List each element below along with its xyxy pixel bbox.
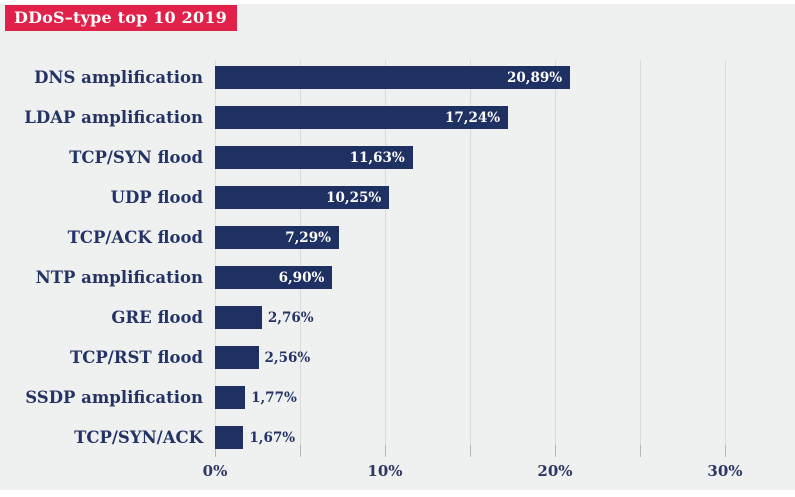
x-axis-label: 10% bbox=[367, 462, 403, 480]
value-label: 2,56% bbox=[264, 350, 311, 367]
gridline bbox=[214, 60, 216, 445]
value-label: 1,77% bbox=[251, 390, 297, 407]
x-axis-tick bbox=[724, 445, 726, 457]
gridline bbox=[554, 60, 556, 445]
value-label: 20,89% bbox=[507, 69, 563, 86]
x-axis-label: 0% bbox=[202, 462, 228, 480]
value-label: 10,25% bbox=[326, 189, 382, 206]
category-label: TCP/SYN flood bbox=[69, 147, 203, 167]
category-label: TCP/RST flood bbox=[69, 348, 203, 368]
gridline bbox=[299, 60, 301, 445]
bar-dns-amplification bbox=[215, 65, 571, 89]
bar-ntp-amplification bbox=[215, 266, 333, 289]
bar-ldap-amplification bbox=[215, 105, 509, 129]
bar-tcp-syn-flood bbox=[215, 145, 413, 169]
value-label: 11,63% bbox=[349, 149, 405, 166]
x-axis-tick bbox=[384, 445, 386, 457]
gridline bbox=[724, 60, 726, 445]
x-axis-tick bbox=[299, 445, 301, 457]
chart-title: DDoS–type top 10 2019 bbox=[14, 8, 227, 27]
category-label: SSDP amplification bbox=[25, 388, 203, 408]
category-label: UDP flood bbox=[110, 187, 203, 207]
x-axis-tick bbox=[554, 445, 556, 457]
value-label: 1,67% bbox=[249, 430, 296, 447]
bar-udp-flood bbox=[215, 185, 390, 209]
category-label: LDAP amplification bbox=[24, 107, 203, 127]
value-label: 7,29% bbox=[285, 229, 331, 246]
value-label: 17,24% bbox=[444, 109, 501, 126]
bar-gre-flood bbox=[215, 306, 262, 330]
bar-tcp-syn-ack bbox=[215, 426, 244, 450]
gridline bbox=[639, 60, 641, 445]
category-label: TCP/SYN/ACK bbox=[74, 428, 203, 448]
value-label: 2,76% bbox=[267, 310, 314, 327]
category-label: DNS amplification bbox=[34, 67, 203, 87]
x-axis-tick bbox=[639, 445, 641, 457]
gridline bbox=[384, 60, 386, 445]
chart-title-badge: DDoS–type top 10 2019 bbox=[5, 5, 237, 31]
bar-ssdp-amplification bbox=[215, 386, 246, 410]
category-label: NTP amplification bbox=[35, 268, 203, 287]
x-axis-label: 30% bbox=[707, 462, 743, 480]
category-label: GRE flood bbox=[111, 308, 203, 328]
category-label: TCP/ACK flood bbox=[67, 227, 203, 247]
x-axis-tick bbox=[214, 445, 216, 457]
bar-tcp-rst-flood bbox=[215, 346, 259, 370]
x-axis-tick bbox=[469, 445, 471, 457]
bar-tcp-ack-flood bbox=[215, 225, 339, 249]
x-axis-label: 20% bbox=[537, 462, 573, 480]
gridline bbox=[469, 60, 471, 445]
value-label: 6,90% bbox=[278, 270, 325, 286]
